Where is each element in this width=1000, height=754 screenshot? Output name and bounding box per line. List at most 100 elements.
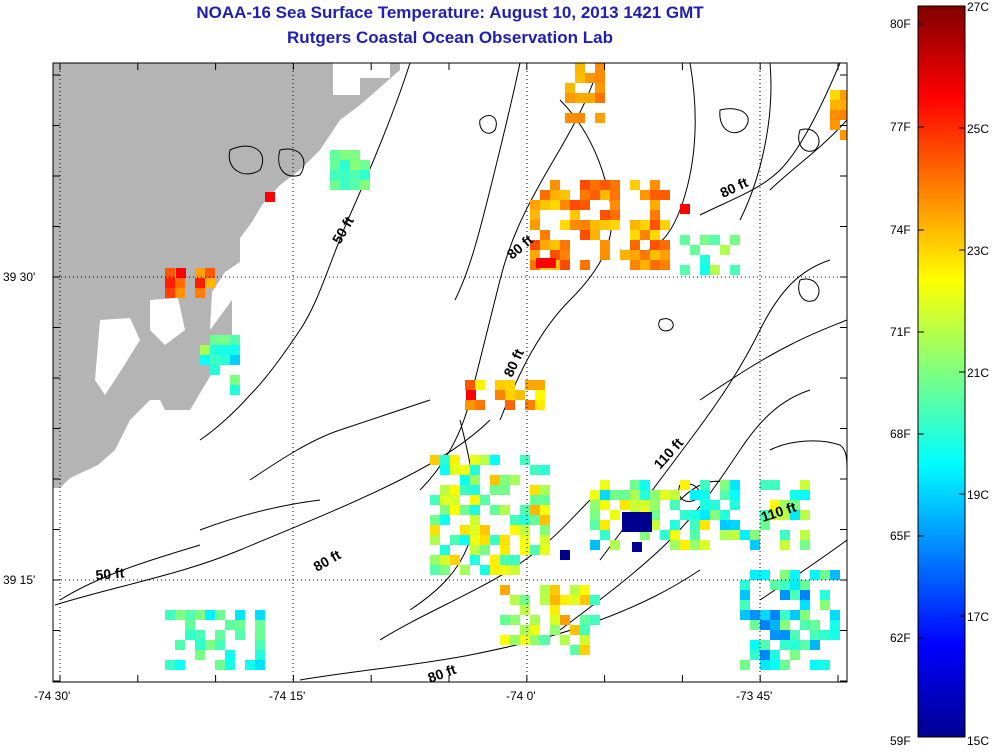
sst-pixel: [165, 660, 175, 670]
sst-pixel: [595, 83, 605, 93]
sst-pixel: [790, 510, 800, 520]
sst-pixel: [520, 625, 530, 635]
sst-pixel: [205, 268, 215, 278]
sst-pixel: [540, 525, 550, 535]
x-tick-label: -74 30': [34, 689, 71, 703]
sst-pixel: [610, 200, 620, 210]
sst-pixel: [580, 200, 590, 210]
sst-pixel: [215, 660, 225, 670]
sst-pixel: [225, 650, 235, 660]
sst-pixel-cold: [622, 512, 632, 522]
sst-pixel: [690, 520, 700, 530]
sst-pixel: [490, 505, 500, 515]
sst-pixel: [640, 190, 650, 200]
inlet: [95, 298, 185, 395]
sst-pixel: [830, 610, 840, 620]
sst-pixel: [710, 235, 720, 245]
sst-pixel: [580, 585, 590, 595]
sst-pixel: [495, 390, 505, 400]
sst-pixel: [500, 535, 510, 545]
sst-pixel: [580, 615, 590, 625]
sst-pixel: [255, 640, 265, 650]
sst-pixel: [255, 660, 265, 670]
sst-pixel-cold: [622, 522, 632, 532]
sst-pixel: [800, 590, 810, 600]
graticule: [53, 63, 847, 682]
sst-pixel: [205, 640, 215, 650]
sst-pixel: [520, 605, 530, 615]
sst-pixel: [530, 505, 540, 515]
sst-pixel: [560, 250, 570, 260]
sst-pixel: [520, 535, 530, 545]
sst-pixel: [535, 400, 545, 410]
sst-pixel: [460, 505, 470, 515]
sst-pixel: [340, 170, 350, 180]
sst-pixel: [550, 180, 560, 190]
sst-pixel: [230, 375, 240, 385]
sst-pixel: [175, 640, 185, 650]
sst-pixel: [230, 335, 240, 345]
sst-pixel: [780, 620, 790, 630]
sst-pixel: [700, 235, 710, 245]
sst-pixel: [460, 465, 470, 475]
sst-pixel: [230, 385, 240, 395]
sst-pixel: [560, 260, 570, 270]
sst-pixel: [595, 63, 605, 73]
sst-pixel: [430, 565, 440, 575]
sst-pixel: [840, 110, 847, 120]
sst-pixel: [730, 490, 740, 500]
sst-pixel: [710, 500, 720, 510]
sst-pixel: [600, 480, 610, 490]
sst-pixel: [230, 345, 240, 355]
sst-pixel: [510, 615, 520, 625]
sst-pixel: [550, 625, 560, 635]
sst-pixel: [470, 505, 480, 515]
title-line-1: NOAA-16 Sea Surface Temperature: August …: [196, 3, 704, 22]
sst-pixel: [580, 180, 590, 190]
sst-pixel: [750, 620, 760, 630]
sst-pixel: [750, 650, 760, 660]
sst-pixel: [210, 335, 220, 345]
sst-pixel: [790, 590, 800, 600]
sst-pixel: [570, 220, 580, 230]
colorbar-c-label: 21C: [967, 366, 990, 380]
sst-pixel: [730, 265, 740, 275]
sst-pixel: [165, 268, 175, 278]
sst-pixel: [520, 525, 530, 535]
sst-pixel: [710, 265, 720, 275]
x-tick-label: -73 45': [736, 689, 773, 703]
sst-pixel: [790, 610, 800, 620]
x-tick-label: -74 0': [506, 689, 536, 703]
sst-pixel: [620, 250, 630, 260]
sst-pixel-warm: [546, 258, 556, 268]
sst-pixel: [330, 180, 340, 190]
sst-pixel: [500, 545, 510, 555]
colorbar-f-label: 68F: [890, 427, 911, 441]
sst-pixel: [760, 660, 770, 670]
sst-pixel: [430, 525, 440, 535]
sst-pixel: [235, 620, 245, 630]
sst-pixel: [840, 130, 847, 140]
sst-pixel: [595, 113, 605, 123]
sst-pixel: [720, 530, 730, 540]
sst-pixel: [790, 570, 800, 580]
sst-pixel: [560, 595, 570, 605]
sst-pixel: [700, 480, 710, 490]
sst-pixel: [255, 620, 265, 630]
colorbar-c-label: 17C: [967, 610, 990, 624]
sst-pixel: [790, 640, 800, 650]
colorbar-c-label: 19C: [967, 488, 990, 502]
sst-pixel: [780, 570, 790, 580]
sst-pixel: [680, 265, 690, 275]
sst-pixel: [530, 495, 540, 505]
sst-pixel: [770, 500, 780, 510]
sst-pixel: [770, 580, 780, 590]
sst-pixel: [780, 500, 790, 510]
sst-pixel: [790, 630, 800, 640]
sst-pixel: [540, 230, 550, 240]
sst-pixel: [480, 495, 490, 505]
sst-pixel: [700, 510, 710, 520]
sst-pixel: [760, 510, 770, 520]
sst-pixel-warm: [680, 204, 690, 214]
sst-pixel: [830, 100, 840, 110]
